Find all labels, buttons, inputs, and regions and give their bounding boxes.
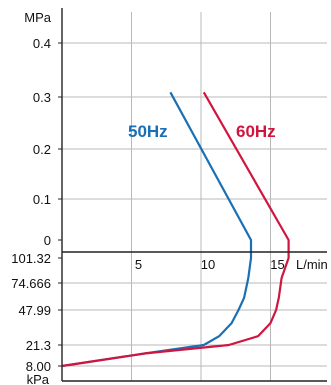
lower-y-unit-label: kPa <box>27 372 50 385</box>
upper-y-unit-label: MPa <box>24 10 52 25</box>
x-tick-label: 5 <box>135 257 142 272</box>
upper-tick-label: 0.4 <box>33 36 51 51</box>
upper-tick-label: 0.3 <box>33 90 51 105</box>
x-tick-label: 15 <box>270 257 284 272</box>
axes <box>58 8 327 382</box>
x-tick-label: 10 <box>201 257 215 272</box>
lower-tick-label: 74.666 <box>11 276 51 291</box>
series-label-60hz: 60Hz <box>236 122 276 141</box>
upper-tick-label: 0.2 <box>33 142 51 157</box>
upper-tick-label: 0.1 <box>33 192 51 207</box>
lower-tick-label: 101.32 <box>11 251 51 266</box>
lower-tick-label: 8.00 <box>26 359 51 374</box>
series-label-50hz: 50Hz <box>128 122 168 141</box>
upper-tick-label: 0 <box>44 233 51 248</box>
grid <box>62 12 327 381</box>
lower-tick-label: 21.3 <box>26 338 51 353</box>
lower-tick-label: 47.99 <box>18 303 51 318</box>
tick-labels: MPa 0.4 0.3 0.2 0.1 0 101.32 74.666 47.99 21.3 8.0… <box>11 10 328 385</box>
x-unit-label: L/min <box>296 257 328 272</box>
